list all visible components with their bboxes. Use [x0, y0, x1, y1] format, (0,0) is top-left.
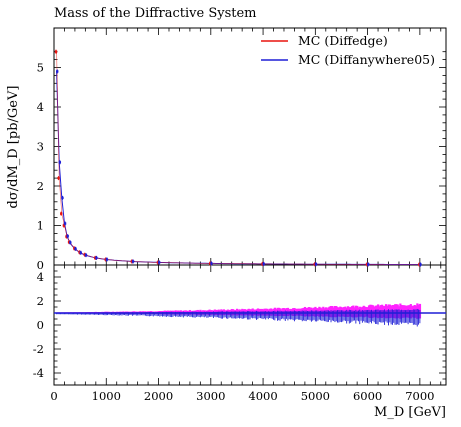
data-point: [83, 253, 86, 256]
legend-label-diffanywhere: MC (Diffanywhere05): [298, 52, 435, 67]
data-point: [63, 222, 67, 225]
legend-label-diffedge: MC (Diffedge): [298, 33, 388, 48]
y-tick-label: 5: [37, 61, 44, 75]
data-point: [58, 161, 62, 164]
x-tick-label: 6000: [353, 389, 382, 403]
data-point: [57, 176, 60, 180]
ratio-tick-label: 0: [37, 318, 44, 332]
series-diffanywhere-line: [56, 71, 420, 265]
ratio-tick-label: 2: [37, 294, 44, 308]
y-tick-label: 3: [37, 140, 44, 154]
tick-labels: 0 1000 2000 3000 4000 5000 6000 7000 0 1 2 3 4 5 -4 -2 0…: [33, 61, 435, 404]
x-tick-label: 5000: [301, 389, 330, 403]
data-point: [367, 263, 370, 266]
data-point: [61, 196, 64, 200]
legend: MC (Diffedge) MC (Diffanywhere05): [261, 33, 435, 67]
y-axis-label: dσ/dM_D [pb/GeV]: [6, 86, 21, 209]
x-tick-label: 7000: [405, 389, 434, 403]
data-point: [74, 247, 77, 251]
data-point: [66, 234, 69, 238]
x-tick-label: 4000: [248, 389, 277, 403]
x-axis-label: M_D [GeV]: [374, 405, 446, 420]
ratio-tick-label: -4: [33, 366, 44, 380]
y-tick-label: 0: [37, 258, 44, 272]
ratio-tick-label: 4: [37, 270, 44, 284]
x-tick-label: 2000: [144, 389, 173, 403]
data-points: [54, 49, 422, 267]
y-tick-label: 1: [37, 219, 44, 233]
data-point: [105, 258, 109, 261]
series-diffedge-line: [56, 51, 420, 265]
data-point: [314, 263, 318, 266]
data-point: [419, 263, 422, 266]
data-point: [157, 261, 161, 264]
chart-title: Mass of the Diffractive System: [54, 6, 257, 21]
x-tick-label: 3000: [196, 389, 225, 403]
data-point: [60, 212, 63, 215]
data-point: [131, 260, 135, 263]
data-point: [54, 50, 58, 53]
main-curve: [56, 51, 420, 265]
data-point: [79, 251, 82, 254]
ratio-tick-label: -2: [33, 342, 44, 356]
data-point: [210, 262, 213, 265]
data-point: [69, 241, 72, 244]
y-tick-label: 4: [37, 100, 44, 114]
ratio-plot-frame: [53, 264, 447, 386]
y-tick-label: 2: [37, 179, 44, 193]
data-point: [95, 256, 98, 260]
data-point: [62, 224, 66, 227]
x-tick-label: 1000: [92, 389, 121, 403]
data-point: [262, 262, 265, 266]
x-tick-label: 0: [50, 389, 57, 403]
data-point: [56, 70, 59, 73]
axis-ticks: [53, 28, 446, 386]
data-point: [84, 253, 88, 257]
ratio-error-bars: [56, 308, 421, 327]
